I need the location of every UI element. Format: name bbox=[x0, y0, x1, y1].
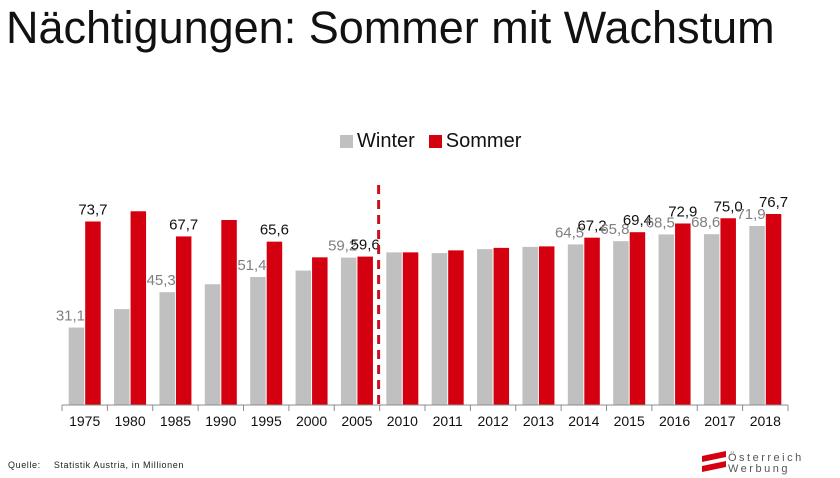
bar-winter-2018 bbox=[749, 225, 765, 405]
bar-winter-2015 bbox=[613, 241, 629, 405]
data-label-winter-1975: 31,1 bbox=[56, 308, 85, 325]
bar-summer-2010 bbox=[402, 252, 419, 405]
x-tick-label-2017: 2017 bbox=[704, 413, 735, 429]
data-label-winter-1985: 45,3 bbox=[147, 272, 176, 289]
bar-summer-2014 bbox=[584, 237, 600, 405]
bar-summer-2011 bbox=[448, 250, 464, 405]
page-title: Nächtigungen: Sommer mit Wachstum bbox=[6, 2, 775, 53]
source-note: Quelle: Statistik Austria, in Millionen bbox=[8, 460, 194, 470]
x-tick-label-1985: 1985 bbox=[160, 413, 191, 429]
brand-logo: Österreich Werbung bbox=[700, 448, 824, 476]
bar-winter-2017 bbox=[703, 234, 720, 405]
data-label-winter-2014: 64,5 bbox=[555, 224, 584, 241]
bar-winter-1985 bbox=[159, 292, 175, 405]
bar-winter-2010 bbox=[386, 252, 402, 405]
logo-text-line2: Werbung bbox=[728, 463, 790, 475]
bar-winter-1990 bbox=[204, 284, 221, 405]
bar-summer-1985 bbox=[175, 236, 192, 405]
legend-item-winter: Winter bbox=[340, 130, 415, 153]
x-tick-label-2005: 2005 bbox=[341, 413, 372, 429]
data-label-summer-1975: 73,7 bbox=[78, 201, 107, 218]
legend: Winter Sommer bbox=[340, 129, 521, 153]
logo-flag-icon bbox=[702, 451, 726, 472]
bar-summer-1975 bbox=[85, 221, 101, 405]
bar-summer-2000 bbox=[312, 257, 328, 405]
x-tick-label-1995: 1995 bbox=[251, 413, 282, 429]
bar-summer-2012 bbox=[493, 247, 510, 405]
x-tick-label-1980: 1980 bbox=[114, 413, 145, 429]
x-tick-label-1990: 1990 bbox=[205, 413, 236, 429]
source-label: Quelle: bbox=[8, 460, 41, 470]
bar-summer-1980 bbox=[130, 211, 147, 405]
legend-label-summer: Sommer bbox=[445, 129, 522, 152]
bar-summer-1990 bbox=[221, 219, 237, 405]
x-tick-label-1975: 1975 bbox=[69, 413, 100, 429]
bar-summer-2018 bbox=[765, 214, 782, 405]
bar-summer-2005 bbox=[357, 256, 373, 405]
data-label-summer-2016: 72,9 bbox=[668, 203, 697, 220]
bar-winter-2011 bbox=[431, 253, 448, 405]
data-label-summer-2015: 69,4 bbox=[623, 212, 652, 229]
bar-winter-2013 bbox=[522, 246, 538, 405]
x-tick-label-2011: 2011 bbox=[433, 413, 463, 429]
logo-text-line1: Österreich bbox=[728, 452, 804, 464]
data-label-summer-2005: 59,6 bbox=[351, 237, 380, 254]
data-label-winter-2017: 68,6 bbox=[691, 214, 720, 231]
data-label-summer-1995: 65,6 bbox=[260, 222, 289, 239]
bar-winter-1995 bbox=[250, 277, 266, 405]
bar-summer-1995 bbox=[266, 241, 283, 405]
data-label-summer-2014: 67,2 bbox=[577, 218, 606, 235]
legend-label-winter: Winter bbox=[357, 129, 415, 152]
data-label-winter-1995: 51,4 bbox=[237, 257, 266, 274]
legend-item-summer: Sommer bbox=[428, 129, 522, 153]
x-tick-label-2013: 2013 bbox=[523, 413, 554, 429]
x-tick-label-2014: 2014 bbox=[568, 413, 599, 429]
bar-winter-1980 bbox=[114, 309, 130, 405]
x-tick-label-2012: 2012 bbox=[477, 413, 508, 429]
data-label-summer-2018: 76,7 bbox=[759, 194, 788, 211]
data-label-winter-2018: 71,9 bbox=[736, 206, 765, 223]
bar-winter-2000 bbox=[295, 270, 312, 405]
x-tick-label-2000: 2000 bbox=[296, 413, 327, 429]
data-label-winter-2005: 59,2 bbox=[328, 238, 357, 255]
data-label-summer-2017: 75,0 bbox=[714, 198, 743, 215]
x-tick-label-2016: 2016 bbox=[659, 413, 690, 429]
bar-winter-2012 bbox=[477, 249, 493, 405]
bar-winter-2016 bbox=[658, 234, 675, 405]
bar-winter-2005 bbox=[340, 257, 357, 405]
bar-summer-2017 bbox=[720, 218, 736, 405]
legend-swatch-summer bbox=[428, 134, 442, 148]
x-tick-label-2010: 2010 bbox=[387, 413, 418, 429]
legend-swatch-winter bbox=[340, 134, 353, 148]
x-tick-label-2018: 2018 bbox=[750, 413, 781, 429]
data-label-winter-2016: 68,5 bbox=[646, 214, 675, 231]
bar-winter-2014 bbox=[567, 244, 584, 405]
source-text: Statistik Austria, in Millionen bbox=[53, 460, 184, 470]
data-label-summer-1985: 67,7 bbox=[169, 216, 198, 233]
bar-winter-1975 bbox=[68, 327, 85, 405]
bar-summer-2015 bbox=[629, 232, 646, 405]
data-label-winter-2015: 65,8 bbox=[600, 221, 629, 238]
x-tick-label-2015: 2015 bbox=[614, 413, 645, 429]
bar-summer-2013 bbox=[538, 246, 555, 405]
bar-summer-2016 bbox=[675, 223, 691, 405]
